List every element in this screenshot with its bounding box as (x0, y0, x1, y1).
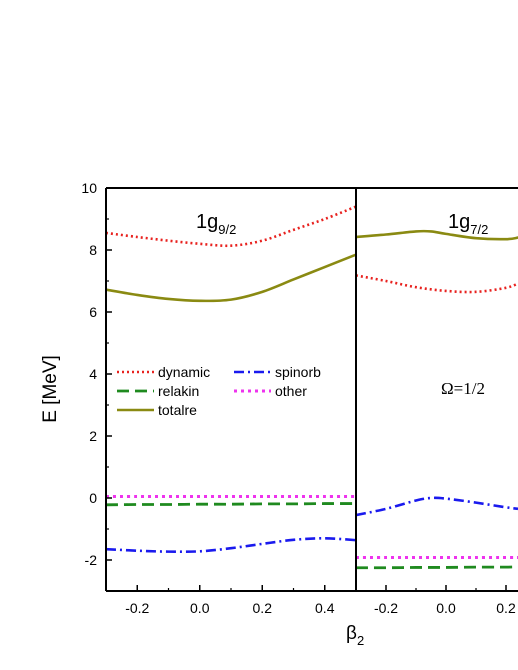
series-line-totalre-panel-2 (356, 229, 518, 241)
x-tick-label: 0.2 (496, 600, 516, 616)
legend-label-dynamic: dynamic (158, 364, 210, 380)
series-line-dynamic-panel-2 (356, 274, 518, 294)
panel-1-title-main: 1g (196, 211, 218, 233)
legend-label-relakin: relakin (158, 383, 199, 399)
panel-2-title-sub: 7/2 (470, 222, 488, 237)
panel-1-title: 1g9/2 (196, 211, 236, 237)
y-tick-label: 6 (89, 304, 97, 320)
x-tick-label: 0.2 (253, 600, 273, 616)
y-axis-label: E [MeV] (40, 355, 61, 423)
x-axis-label-sub: 2 (357, 633, 364, 648)
y-ticks: -2 0 2 4 6 8 10 (81, 180, 112, 592)
x-tick-label: 0.0 (436, 600, 456, 616)
legend-label-spinorb: spinorb (275, 364, 321, 380)
y-tick-label: 2 (89, 428, 97, 444)
x-tick-label: -0.2 (374, 600, 398, 616)
panel-1-title-sub: 9/2 (218, 222, 236, 237)
series-line-dynamic-panel-1 (106, 205, 356, 248)
x-tick-label: -0.2 (125, 600, 149, 616)
y-tick-label: 10 (81, 180, 97, 196)
legend-label-totalre: totalre (158, 402, 197, 418)
y-tick-label: 4 (89, 366, 97, 382)
omega-annotation: Ω=1/2 (441, 379, 485, 398)
series-line-relakin-panel-1 (106, 502, 356, 507)
panel-2-title-main: 1g (448, 211, 470, 233)
series-line-relakin-panel-2 (356, 565, 518, 570)
series-line-totalre-panel-1 (106, 253, 356, 303)
x-ticks: -0.2 0.0 0.2 0.4 -0.2 0.0 0.2 (125, 585, 516, 616)
legend-label-other: other (275, 383, 307, 399)
x-axis-label-base: β (346, 623, 357, 644)
panel-2-series (356, 229, 518, 570)
y-tick-label: 0 (89, 490, 97, 506)
y-tick-label: 8 (89, 242, 97, 258)
x-tick-label: 0.4 (315, 600, 335, 616)
x-tick-label: 0.0 (190, 600, 210, 616)
x-axis-label: β2 (346, 623, 364, 648)
series-line-spinorb-panel-2 (356, 496, 518, 517)
y-tick-label: -2 (85, 552, 98, 568)
panel-1-series (106, 205, 356, 554)
series-line-spinorb-panel-1 (106, 536, 356, 554)
legend: dynamic spinorb relakin other totalre (117, 364, 321, 418)
panel-2-title: 1g7/2 (448, 211, 488, 237)
